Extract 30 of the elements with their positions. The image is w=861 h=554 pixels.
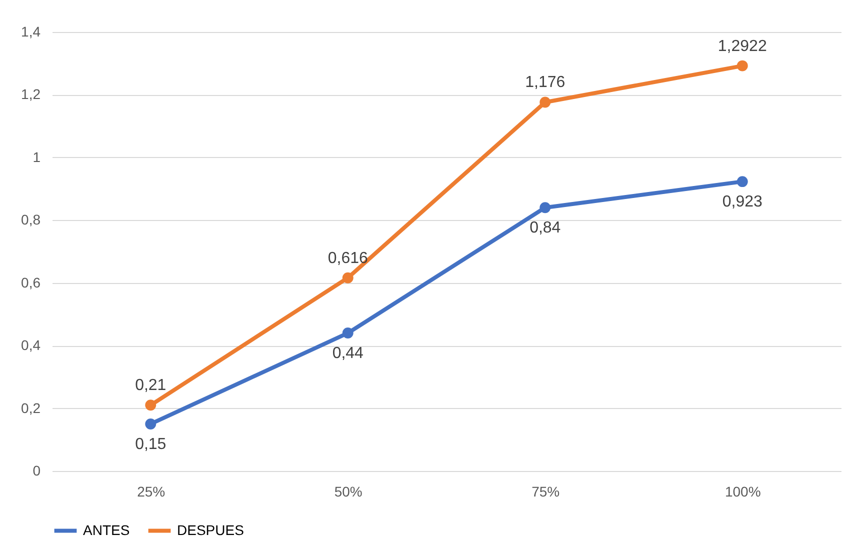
y-tick-label: 0,4 bbox=[21, 337, 41, 354]
point bbox=[540, 96, 551, 108]
y-tick-label: 0,2 bbox=[21, 400, 41, 416]
data-label: 0,44 bbox=[332, 345, 364, 362]
data-label: 0,21 bbox=[135, 377, 166, 394]
data-label: 0,84 bbox=[530, 220, 561, 237]
y-tick-label: 0 bbox=[32, 462, 41, 478]
x-tick-label: 50% bbox=[334, 484, 362, 500]
data-label: 0,616 bbox=[328, 250, 368, 267]
point bbox=[736, 176, 748, 188]
y-tick-label: 0,8 bbox=[21, 212, 41, 228]
point bbox=[145, 400, 156, 411]
legend-label: DESPUES bbox=[177, 522, 244, 538]
y-tick-label: 1 bbox=[32, 148, 41, 165]
point bbox=[736, 60, 748, 72]
data-label: 1,176 bbox=[525, 74, 566, 92]
point bbox=[342, 328, 354, 338]
data-label: 0,15 bbox=[135, 436, 166, 453]
data-label: 0,923 bbox=[722, 194, 762, 211]
legend-label: ANTES bbox=[83, 522, 130, 538]
y-tick-label: 0,6 bbox=[21, 274, 41, 290]
y-tick-label: 1,2 bbox=[21, 86, 41, 102]
data-label: 1,2922 bbox=[718, 38, 767, 55]
x-tick-label: 100% bbox=[724, 484, 761, 500]
y-tick-label: 1,4 bbox=[21, 24, 41, 40]
x-tick-label: 25% bbox=[137, 484, 166, 500]
x-tick-label: 75% bbox=[532, 484, 560, 500]
point bbox=[540, 202, 551, 214]
point bbox=[145, 418, 156, 430]
point bbox=[342, 272, 354, 284]
